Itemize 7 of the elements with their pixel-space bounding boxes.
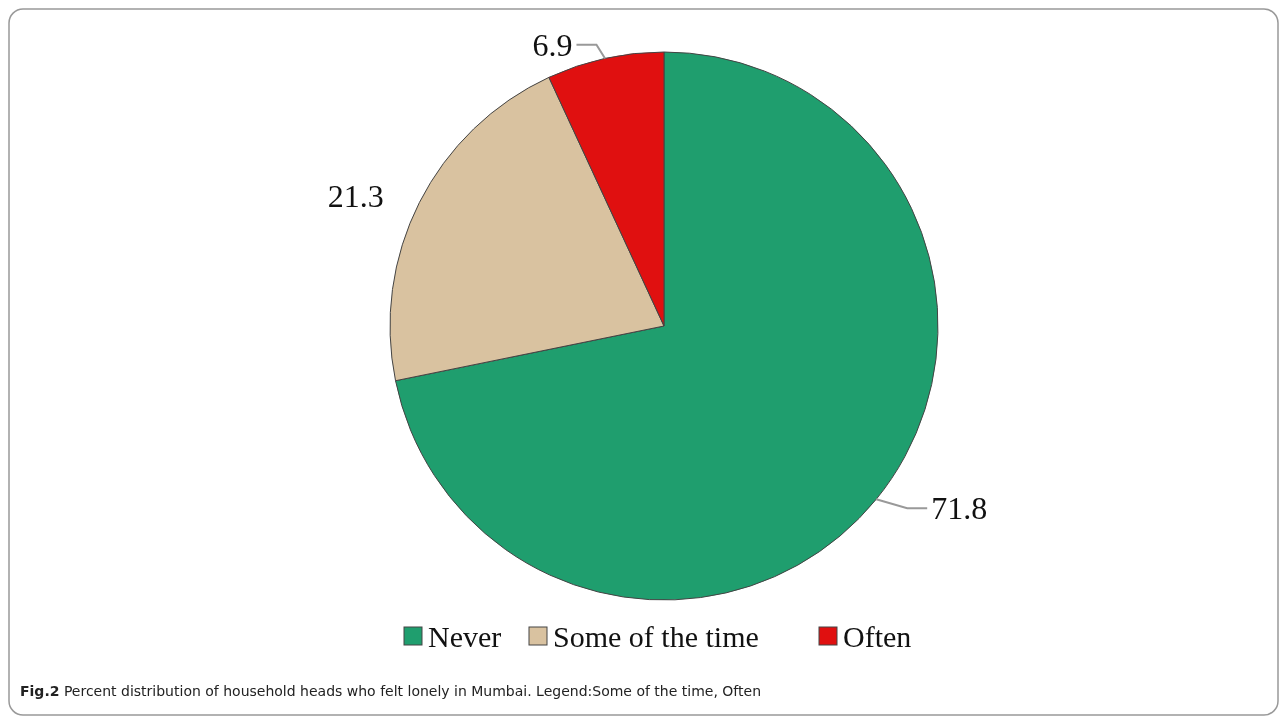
data-label: 21.3 (327, 178, 384, 215)
legend-label: Some of the time (553, 619, 759, 653)
data-label: 6.9 (532, 26, 573, 63)
caption: Fig.2 Percent distribution of household heads who felt lonely in Mumbai. Legend:Some of the time, Often (20, 683, 761, 699)
legend-label: Often (843, 619, 912, 653)
legend-label: Never (428, 619, 502, 653)
data-label: 71.8 (931, 490, 988, 527)
